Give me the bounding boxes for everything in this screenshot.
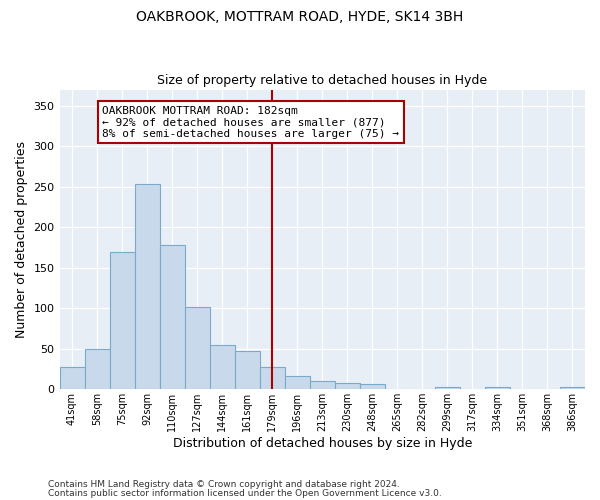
Text: Contains HM Land Registry data © Crown copyright and database right 2024.: Contains HM Land Registry data © Crown c…: [48, 480, 400, 489]
Bar: [435, 387, 460, 390]
Bar: [310, 381, 335, 390]
Bar: [85, 349, 110, 390]
Bar: [110, 252, 134, 390]
Text: OAKBROOK, MOTTRAM ROAD, HYDE, SK14 3BH: OAKBROOK, MOTTRAM ROAD, HYDE, SK14 3BH: [136, 10, 464, 24]
Text: OAKBROOK MOTTRAM ROAD: 182sqm
← 92% of detached houses are smaller (877)
8% of s: OAKBROOK MOTTRAM ROAD: 182sqm ← 92% of d…: [102, 106, 399, 139]
Bar: [209, 344, 235, 390]
Bar: [360, 384, 385, 390]
Bar: [560, 387, 585, 390]
Bar: [235, 351, 260, 390]
Title: Size of property relative to detached houses in Hyde: Size of property relative to detached ho…: [157, 74, 487, 87]
Bar: [185, 306, 209, 390]
Text: Contains public sector information licensed under the Open Government Licence v3: Contains public sector information licen…: [48, 488, 442, 498]
Bar: [134, 184, 160, 390]
Bar: [335, 383, 360, 390]
Bar: [485, 387, 510, 390]
X-axis label: Distribution of detached houses by size in Hyde: Distribution of detached houses by size …: [173, 437, 472, 450]
Bar: [59, 366, 85, 390]
Bar: [285, 376, 310, 390]
Bar: [160, 245, 185, 390]
Bar: [260, 366, 285, 390]
Y-axis label: Number of detached properties: Number of detached properties: [15, 141, 28, 338]
